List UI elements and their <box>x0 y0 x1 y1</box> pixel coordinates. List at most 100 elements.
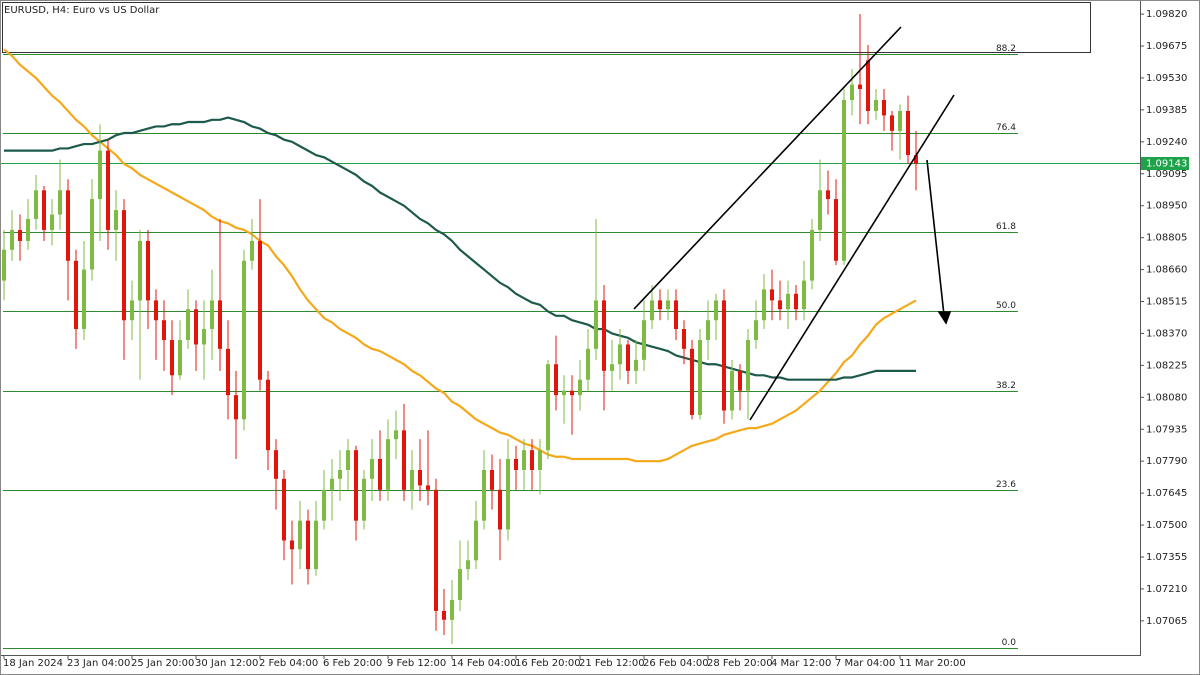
candle-body <box>490 469 494 490</box>
y-tick-label: 1.07645 <box>1146 488 1187 499</box>
candle-body <box>914 155 918 164</box>
y-tick-label: 1.08370 <box>1146 328 1187 339</box>
candle-body <box>698 340 702 415</box>
candle-body <box>858 84 862 89</box>
y-tick-label: 1.07355 <box>1146 552 1187 563</box>
candle-body <box>786 293 790 310</box>
x-tick-label: 2 Feb 04:00 <box>259 658 318 669</box>
candle-body <box>514 458 518 470</box>
candle-body <box>810 229 814 281</box>
y-tick-label: 1.08660 <box>1146 265 1187 276</box>
x-tick-label: 7 Mar 04:00 <box>835 658 895 669</box>
y-tick-label: 1.09240 <box>1146 137 1187 148</box>
y-tick-label: 1.07065 <box>1146 616 1187 627</box>
fib-label: 0.0 <box>1002 638 1017 648</box>
candle-body <box>794 293 798 310</box>
candle-body <box>746 340 750 391</box>
fib-label: 88.2 <box>996 44 1016 54</box>
candle-body <box>402 430 406 490</box>
candle-body <box>146 240 150 301</box>
candle-body <box>250 240 254 261</box>
candle-body <box>906 111 910 156</box>
fib-label: 38.2 <box>996 381 1016 391</box>
candle-body <box>362 478 366 521</box>
candle-body <box>674 300 678 330</box>
x-tick-label: 30 Jan 12:00 <box>195 658 258 669</box>
y-tick-label: 1.09675 <box>1146 41 1187 52</box>
candle-body <box>458 569 462 600</box>
candle-body <box>714 300 718 321</box>
candle-body <box>154 300 158 321</box>
candle-body <box>394 430 398 440</box>
candle-body <box>482 469 486 521</box>
trend-line <box>749 94 955 421</box>
chart-title: EURUSD, H4: Euro vs US Dollar <box>4 5 160 16</box>
candle-body <box>386 439 390 490</box>
x-tick-label: 26 Feb 04:00 <box>643 658 709 669</box>
candle-body <box>618 344 622 365</box>
candle-body <box>290 540 294 550</box>
last-price-label: 1.09143 <box>1146 159 1187 170</box>
zone-box <box>2 2 1091 53</box>
candle-body <box>706 320 710 341</box>
fib-label: 50.0 <box>996 301 1016 311</box>
candle-body <box>34 190 38 219</box>
candle-body <box>730 370 734 411</box>
x-tick-label: 23 Jan 04:00 <box>67 658 130 669</box>
candle-body <box>122 210 126 321</box>
last-price-box <box>1141 157 1189 170</box>
y-tick-label: 1.09385 <box>1146 105 1187 116</box>
candle-body <box>530 450 534 470</box>
x-tick-label: 9 Feb 12:00 <box>387 658 446 669</box>
candle-body <box>274 450 278 479</box>
candle-body <box>498 489 502 530</box>
candle-body <box>162 320 166 341</box>
candle-body <box>138 240 142 301</box>
candle-body <box>570 390 574 396</box>
candle-body <box>282 478 286 541</box>
candle-body <box>98 150 102 200</box>
candle-body <box>754 320 758 341</box>
candle-body <box>682 329 686 349</box>
y-tick-label: 1.07790 <box>1146 456 1187 467</box>
candle-body <box>378 458 382 490</box>
candle-body <box>658 300 662 310</box>
candle-body <box>354 450 358 521</box>
candle-body <box>650 300 654 321</box>
candle-body <box>626 344 630 371</box>
y-tick-label: 1.09530 <box>1146 73 1187 84</box>
x-tick-label: 28 Feb 20:00 <box>707 658 773 669</box>
candle-body <box>666 300 670 310</box>
candle-body <box>562 390 566 396</box>
ma-layer <box>3 48 917 463</box>
candle-body <box>266 379 270 451</box>
candle-body <box>194 309 198 345</box>
y-tick-label: 1.08515 <box>1146 297 1187 308</box>
y-tick-label: 1.07935 <box>1146 424 1187 435</box>
candle-body <box>506 458 510 530</box>
candle-body <box>610 364 614 371</box>
candle-body <box>18 229 22 241</box>
candle-body <box>882 99 886 116</box>
candle-body <box>802 280 806 310</box>
candle-body <box>202 329 206 345</box>
y-tick-label: 1.09820 <box>1146 9 1187 20</box>
candle-body <box>218 300 222 349</box>
candle-body <box>834 199 838 261</box>
x-tick-label: 11 Mar 20:00 <box>899 658 966 669</box>
x-tick-label: 6 Feb 20:00 <box>323 658 382 669</box>
candle-body <box>722 300 726 411</box>
candle-body <box>594 300 598 349</box>
candle-body <box>242 260 246 420</box>
candle-body <box>130 300 134 321</box>
candle-body <box>114 210 118 230</box>
x-tick-label: 4 Mar 12:00 <box>771 658 831 669</box>
candle-body <box>178 340 182 376</box>
candle-body <box>602 300 606 371</box>
fib-label: 61.8 <box>996 222 1016 232</box>
candle-body <box>26 218 30 241</box>
candle-body <box>186 309 190 341</box>
candle-body <box>90 199 94 270</box>
